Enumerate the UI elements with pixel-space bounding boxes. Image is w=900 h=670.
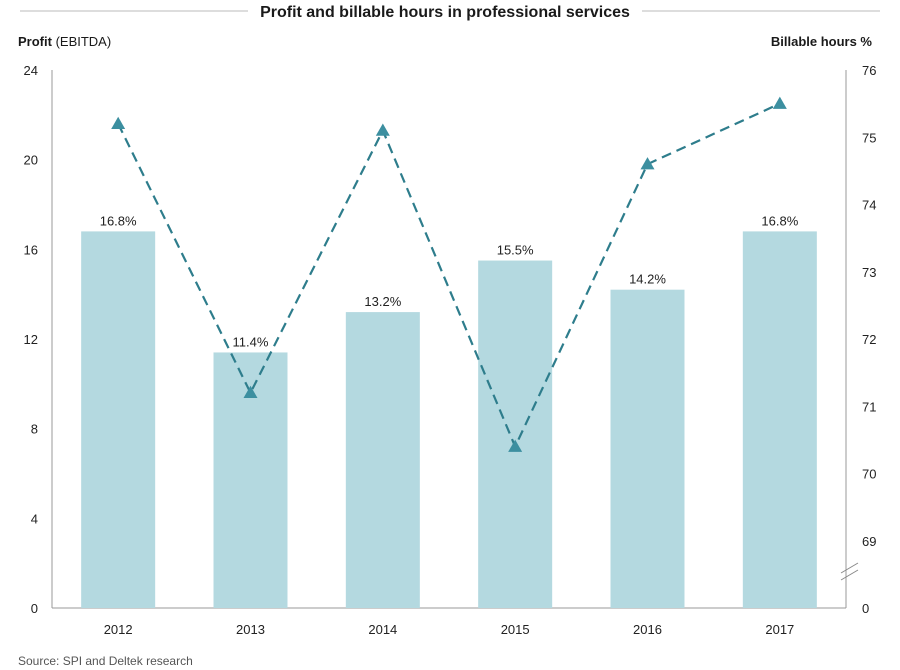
bar — [742, 231, 817, 608]
right-tick-label: 72 — [862, 332, 876, 347]
x-tick-label: 2016 — [633, 622, 662, 637]
right-tick-label: 76 — [862, 63, 876, 78]
right-tick-label: 74 — [862, 198, 876, 213]
billable-hours-line — [117, 102, 781, 450]
right-tick-label: 69 — [862, 534, 876, 549]
x-tick-label: 2014 — [368, 622, 397, 637]
bar — [81, 231, 156, 608]
billable-hours-marker — [375, 123, 390, 136]
right-tick-label: 71 — [862, 399, 876, 414]
chart-title: Profit and billable hours in professiona… — [260, 4, 630, 21]
bar — [478, 260, 553, 608]
bar-data-label: 13.2% — [364, 294, 401, 309]
bar — [610, 289, 685, 608]
bar-data-label: 15.5% — [497, 243, 534, 258]
bar-data-label: 16.8% — [761, 213, 798, 228]
bar-data-label: 14.2% — [629, 272, 666, 287]
source-note: Source: SPI and Deltek research — [18, 654, 193, 668]
right-axis-ticks: 0 69 70 71 72 73 74 75 76 — [862, 63, 876, 616]
right-axis-title: Billable hours % — [771, 34, 873, 49]
billable-hours-series — [111, 96, 787, 452]
x-tick-label: 2012 — [104, 622, 133, 637]
billable-hours-marker — [508, 439, 523, 452]
bars — [81, 231, 817, 608]
left-axis-title-rest: (EBITDA) — [52, 34, 111, 49]
billable-hours-marker — [640, 157, 655, 170]
bar-labels: 16.8% 11.4% 13.2% 15.5% 14.2% 16.8% — [100, 213, 799, 349]
right-tick-label: 0 — [862, 601, 869, 616]
left-tick-label: 12 — [24, 332, 38, 347]
bar-data-label: 11.4% — [233, 334, 269, 349]
axis-break-icon — [840, 562, 859, 581]
left-tick-label: 20 — [24, 153, 38, 168]
x-tick-label: 2015 — [501, 622, 530, 637]
left-tick-label: 8 — [31, 422, 38, 437]
x-tick-label: 2017 — [765, 622, 794, 637]
bar — [345, 312, 420, 608]
billable-hours-marker — [243, 385, 258, 399]
left-tick-label: 24 — [24, 63, 38, 78]
x-axis-labels: 2012 2013 2014 2015 2016 2017 — [104, 622, 795, 637]
billable-hours-marker — [772, 96, 787, 109]
left-axis-title: Profit (EBITDA) — [18, 34, 111, 49]
left-tick-label: 0 — [31, 601, 38, 616]
left-axis-ticks: 0 4 8 12 16 20 24 — [24, 63, 38, 616]
billable-hours-marker — [111, 116, 126, 130]
x-tick-label: 2013 — [236, 622, 265, 637]
right-tick-label: 73 — [862, 265, 876, 280]
right-tick-label: 75 — [862, 130, 876, 145]
bar-data-label: 16.8% — [100, 213, 137, 228]
left-tick-label: 4 — [31, 511, 38, 526]
left-tick-label: 16 — [24, 242, 38, 257]
left-axis-title-bold: Profit — [18, 34, 53, 49]
right-tick-label: 70 — [862, 467, 876, 482]
